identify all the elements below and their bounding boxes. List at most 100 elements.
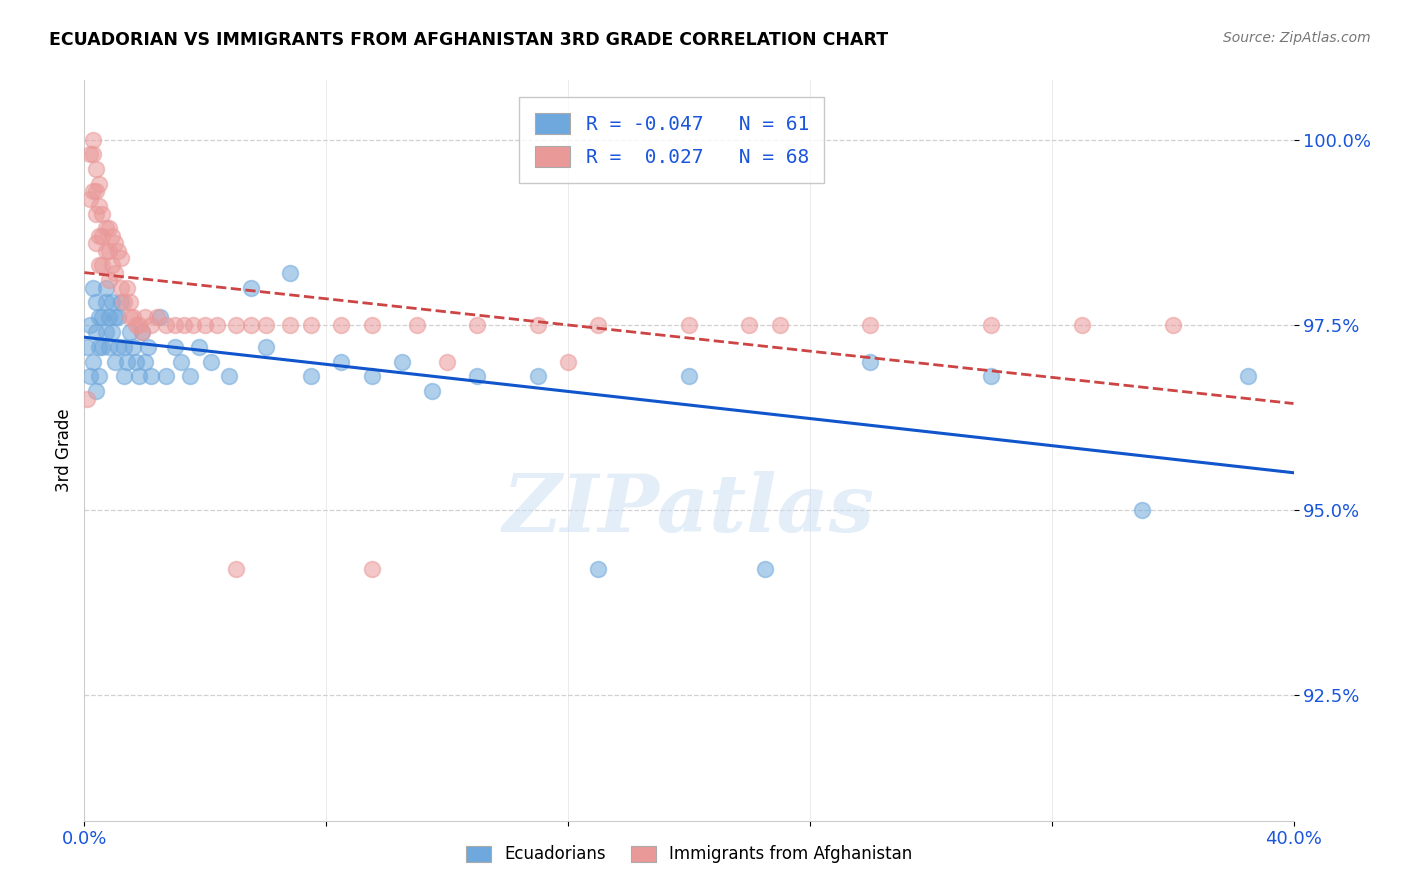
Point — [360, 562, 382, 576]
Point — [104, 266, 127, 280]
Point — [134, 354, 156, 368]
Point — [278, 318, 301, 332]
Point — [557, 354, 579, 368]
Point — [100, 228, 122, 243]
Point — [82, 280, 104, 294]
Point — [181, 318, 204, 332]
Point — [79, 192, 101, 206]
Point — [330, 318, 353, 332]
Point — [121, 310, 143, 325]
Point — [436, 354, 458, 368]
Point — [360, 369, 382, 384]
Point — [76, 392, 98, 406]
Point — [112, 369, 135, 384]
Point — [86, 384, 108, 399]
Point — [97, 244, 120, 258]
Point — [86, 185, 108, 199]
Point — [678, 369, 700, 384]
Point — [104, 310, 127, 325]
Point — [110, 280, 132, 294]
Point — [91, 259, 114, 273]
Point — [82, 147, 104, 161]
Point — [89, 369, 111, 384]
Point — [165, 340, 187, 354]
Point — [89, 310, 111, 325]
Point — [254, 340, 277, 354]
Point — [115, 354, 138, 368]
Point — [1071, 318, 1094, 332]
Point — [86, 295, 108, 310]
Point — [125, 318, 148, 332]
Point — [107, 310, 129, 325]
Point — [239, 318, 262, 332]
Point — [94, 295, 117, 310]
Point — [299, 369, 322, 384]
Text: ECUADORIAN VS IMMIGRANTS FROM AFGHANISTAN 3RD GRADE CORRELATION CHART: ECUADORIAN VS IMMIGRANTS FROM AFGHANISTA… — [49, 31, 889, 49]
Point — [588, 562, 610, 576]
Point — [225, 562, 247, 576]
Point — [134, 310, 156, 325]
Text: Source: ZipAtlas.com: Source: ZipAtlas.com — [1223, 31, 1371, 45]
Point — [82, 185, 104, 199]
Point — [859, 318, 882, 332]
Point — [118, 295, 141, 310]
Point — [179, 369, 201, 384]
Point — [391, 354, 413, 368]
Point — [980, 318, 1002, 332]
Point — [110, 295, 132, 310]
Point — [131, 325, 153, 339]
Point — [110, 251, 132, 265]
Point — [89, 340, 111, 354]
Point — [678, 318, 700, 332]
Point — [139, 318, 162, 332]
Point — [128, 318, 150, 332]
Point — [218, 369, 240, 384]
Point — [104, 354, 127, 368]
Point — [82, 132, 104, 146]
Point — [527, 318, 550, 332]
Point — [1237, 369, 1260, 384]
Point — [155, 318, 177, 332]
Point — [100, 325, 122, 339]
Point — [89, 199, 111, 213]
Point — [173, 318, 195, 332]
Point — [94, 221, 117, 235]
Point — [112, 340, 135, 354]
Point — [91, 310, 114, 325]
Point — [769, 318, 792, 332]
Point — [107, 340, 129, 354]
Point — [82, 354, 104, 368]
Point — [107, 244, 129, 258]
Point — [980, 369, 1002, 384]
Point — [406, 318, 429, 332]
Point — [467, 369, 489, 384]
Point — [94, 325, 117, 339]
Y-axis label: 3rd Grade: 3rd Grade — [55, 409, 73, 492]
Point — [97, 273, 120, 287]
Point — [86, 206, 108, 220]
Point — [104, 236, 127, 251]
Point — [278, 266, 301, 280]
Point — [86, 325, 108, 339]
Point — [207, 318, 229, 332]
Point — [79, 318, 101, 332]
Point — [188, 340, 211, 354]
Point — [89, 177, 111, 191]
Point — [360, 318, 382, 332]
Point — [239, 280, 262, 294]
Point — [118, 325, 141, 339]
Point — [254, 318, 277, 332]
Point — [1161, 318, 1184, 332]
Point — [118, 310, 141, 325]
Point — [170, 354, 193, 368]
Point — [131, 325, 153, 339]
Point — [121, 340, 143, 354]
Point — [299, 318, 322, 332]
Point — [200, 354, 222, 368]
Point — [527, 369, 550, 384]
Point — [115, 280, 138, 294]
Point — [467, 318, 489, 332]
Point — [420, 384, 443, 399]
Point — [89, 259, 111, 273]
Point — [91, 340, 114, 354]
